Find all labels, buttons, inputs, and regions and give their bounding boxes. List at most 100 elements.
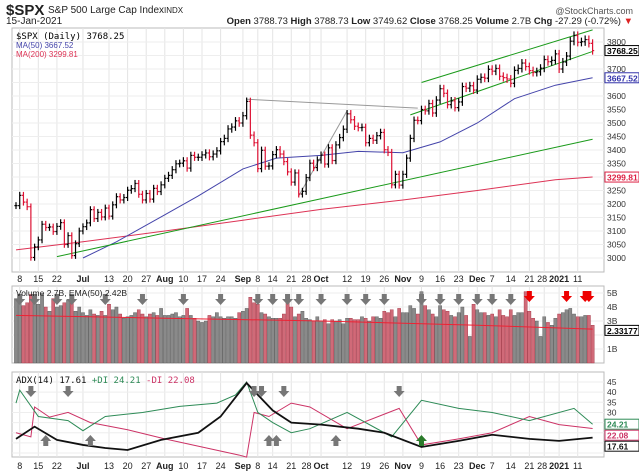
volume-bar	[352, 319, 357, 364]
price-bar	[178, 159, 182, 168]
volume-bar	[449, 315, 454, 364]
x-tick-label: Aug	[156, 461, 174, 471]
price-bar	[349, 110, 353, 124]
price-tick-label: 3500	[607, 118, 626, 128]
price-bar	[308, 159, 312, 182]
price-bar	[561, 57, 565, 74]
down-arrow-icon	[267, 294, 279, 305]
volume-bar	[296, 313, 301, 364]
x-tick-label: 14	[506, 461, 516, 471]
trendline	[410, 50, 593, 116]
price-bar	[293, 169, 297, 186]
price-bar	[241, 111, 245, 127]
x-tick-label: 21	[524, 274, 534, 284]
volume-bar	[311, 320, 316, 364]
price-bar	[304, 173, 308, 195]
volume-bar	[564, 309, 569, 364]
price-bar	[88, 206, 92, 227]
volume-tick-label: 4B	[607, 302, 618, 312]
quote-line: Open 3788.73 High 3788.73 Low 3749.62 Cl…	[227, 16, 633, 27]
value-marker-text: 3768.25	[607, 46, 638, 56]
volume-bar	[189, 315, 193, 364]
volume-bar	[58, 305, 63, 364]
price-bar	[44, 220, 48, 231]
price-bar	[200, 151, 204, 161]
volume-bar	[490, 313, 494, 364]
price-bar	[62, 219, 66, 248]
value-marker-text: 17.61	[607, 442, 629, 452]
price-bar	[512, 66, 517, 88]
price-bar	[334, 141, 338, 165]
volume-bar	[460, 306, 465, 364]
price-bar	[111, 201, 115, 220]
price-bar	[412, 116, 416, 143]
volume-bar	[363, 318, 368, 364]
value-marker-box	[604, 171, 639, 183]
price-bar	[431, 99, 435, 117]
down-arrow-icon	[486, 294, 498, 305]
price-bar	[486, 65, 491, 83]
price-bar	[538, 64, 543, 76]
brand-logo[interactable]: @StockCharts.com	[555, 6, 633, 16]
low-label: Low	[351, 16, 371, 27]
volume-bar	[32, 298, 37, 364]
x-tick-label: 19	[361, 461, 371, 471]
volume-bar	[542, 316, 547, 364]
price-bar	[457, 98, 461, 112]
price-bar	[312, 159, 316, 172]
volume-bar	[486, 315, 491, 364]
volume-bar	[341, 323, 346, 364]
price-bar	[490, 65, 494, 76]
x-tick-label: Jul	[76, 461, 89, 471]
red-down-arrow-icon	[561, 291, 573, 302]
volume-bar	[196, 320, 201, 364]
volume-bar	[587, 315, 591, 364]
price-bar	[300, 187, 305, 198]
volume-bar	[583, 315, 587, 364]
chart-date: 15-Jan-2021	[6, 16, 63, 27]
volume-bar	[43, 306, 48, 364]
volume-bar	[81, 312, 85, 364]
volume-bar	[330, 319, 335, 364]
volume-bar	[561, 312, 565, 364]
volume-bar	[415, 313, 420, 364]
up-arrow-icon	[270, 435, 282, 446]
price-bar	[207, 149, 212, 161]
volume-bar	[185, 308, 189, 364]
volume-value: 2.7B	[511, 16, 532, 27]
price-bar	[531, 66, 535, 77]
price-bar	[505, 73, 509, 83]
volume-bar	[575, 316, 580, 364]
x-tick-label: 22	[52, 274, 62, 284]
volume-bar	[244, 308, 249, 364]
volume-bar	[155, 315, 160, 364]
price-bar	[181, 157, 185, 167]
price-bar	[285, 158, 290, 176]
volume-bar	[99, 311, 104, 364]
price-bar	[419, 105, 424, 125]
trendline	[56, 138, 593, 258]
price-bar	[468, 81, 472, 93]
price-bar	[527, 62, 531, 75]
up-arrow-icon	[40, 435, 52, 446]
volume-bar	[371, 316, 375, 364]
volume-bar	[62, 302, 67, 364]
price-bar	[103, 204, 107, 221]
adx-legend: ADX(14) 17.61 +DI 24.21 -DI 22.08	[16, 376, 195, 386]
price-bar	[33, 243, 37, 261]
x-tick-label: 14	[268, 274, 278, 284]
price-bar	[364, 123, 368, 147]
x-tick-label: 17	[197, 274, 207, 284]
price-bar	[174, 160, 178, 174]
x-tick-label: 11	[573, 461, 582, 471]
price-bar	[498, 64, 502, 81]
price-bar	[557, 49, 561, 73]
price-bar	[196, 153, 200, 161]
volume-bar	[553, 318, 558, 364]
price-bar	[378, 128, 383, 140]
price-bar	[204, 149, 208, 159]
x-tick-label: 23	[454, 461, 464, 471]
price-bar	[453, 97, 457, 112]
x-tick-label: 28	[302, 461, 312, 471]
volume-bar	[319, 320, 323, 364]
